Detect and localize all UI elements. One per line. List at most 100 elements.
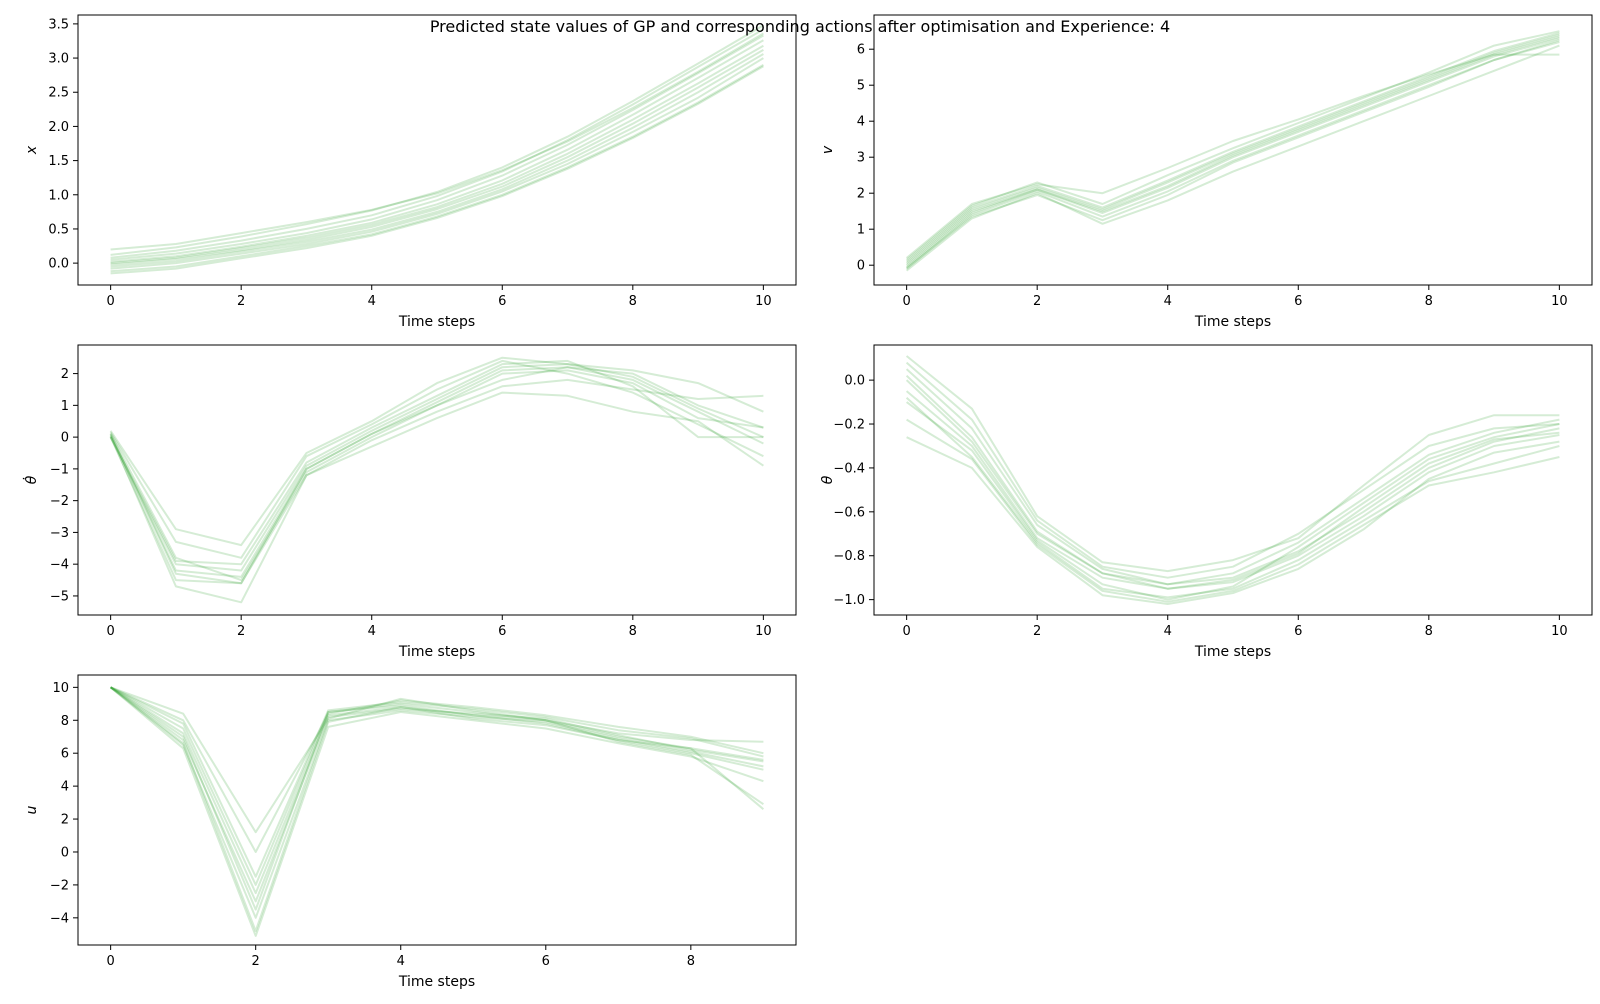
x-tick-label: 8 [629,624,637,639]
series-line-10 [109,686,764,932]
x-tick-label: 4 [368,624,376,639]
y-tick-label: 2 [61,813,69,828]
y-tick-label: 5 [857,79,865,94]
series-line-5 [109,686,764,937]
series-line-3 [110,53,764,268]
x-tick-label: 2 [237,624,245,639]
x-tick-label: 0 [106,294,114,309]
series-line-8 [906,418,1560,603]
x-axis-label: Time steps [1194,644,1271,660]
series-group [109,356,764,604]
series-line-6 [109,356,764,547]
y-tick-label: −1.0 [833,593,865,608]
y-tick-label: −1 [50,462,69,477]
y-tick-label: −0.8 [833,549,865,564]
axes-frame [873,14,1593,286]
y-tick-label: −4 [50,558,69,573]
y-tick-label: −0.4 [833,461,865,476]
series-line-8 [110,686,764,834]
subplot-theta_dot: 0 2 4 6 8 10 −5 −4 −3 −2 −1 0 1 2 Time steps θ̇ [22,344,797,660]
series-line-1 [109,366,764,578]
x-tick-label: 4 [368,294,376,309]
series-line-8 [905,53,1560,259]
series-line-11 [110,65,764,275]
series-line-2 [905,390,1560,590]
x-axis-label: Time steps [1194,314,1271,330]
series-line-4 [109,686,764,919]
x-tick-label: 10 [1551,624,1568,639]
series-line-7 [110,34,764,261]
axes-frame [77,674,797,946]
series-group [905,30,1560,272]
series-line-8 [109,391,764,604]
series-line-1 [110,686,765,886]
x-tick-label: 4 [397,954,405,969]
x-tick-label: 6 [1294,624,1302,639]
y-tick-label: 0 [61,845,69,860]
series-group [110,24,764,275]
y-tick-label: 0.0 [48,257,69,272]
y-tick-label: 1 [857,223,865,238]
series-line-9 [110,686,764,911]
series-line-9 [110,24,764,256]
series-line-4 [905,368,1560,586]
x-tick-label: 2 [1033,294,1041,309]
series-line-9 [906,436,1560,605]
series-line-6 [905,355,1560,573]
y-axis-label: x [24,145,40,155]
series-line-5 [110,44,764,265]
series-line-6 [905,32,1560,263]
series-line-2 [905,41,1560,270]
y-tick-label: −2 [50,878,69,893]
x-tick-label: 8 [1425,294,1433,309]
y-tick-label: 0 [61,431,69,446]
series-line-4 [109,359,764,566]
axes-frame [77,14,797,286]
y-tick-label: 4 [61,780,69,795]
series-group [905,355,1560,605]
y-tick-label: 0.5 [48,222,69,237]
subplot-theta: 0 2 4 6 8 10 −1.0 −0.8 −0.6 −0.4 −0.2 0.0 Time steps… [820,344,1593,660]
series-line-10 [110,32,764,251]
series-line-5 [905,361,1560,579]
series-line-5 [905,33,1560,265]
series-line-9 [905,39,1560,269]
subplot-x: 0 2 4 6 8 10 0.0 0.5 1.0 1.5 2.0 2.5 3.0 3.5 Time step… [24,14,797,330]
y-tick-label: −0.6 [833,505,865,520]
y-tick-label: 3 [857,151,865,166]
y-axis-label: u [24,805,40,814]
y-axis-label: θ [820,475,836,484]
series-line-1 [905,379,1560,586]
y-tick-label: 1.5 [48,154,69,169]
series-line-1 [110,64,764,273]
x-tick-label: 0 [106,954,114,969]
x-tick-label: 6 [498,294,506,309]
subplot-v: 0 2 4 6 8 10 0 1 2 3 4 5 6 Time steps v [820,14,1593,330]
y-tick-label: 6 [857,43,865,58]
y-tick-label: 2 [61,367,69,382]
y-tick-label: 0 [857,259,865,274]
series-line-4 [905,35,1560,266]
series-line-7 [905,30,1560,261]
x-tick-label: 0 [902,624,910,639]
y-tick-label: 1 [61,399,69,414]
x-tick-label: 4 [1164,624,1172,639]
series-line-1 [905,44,1560,272]
y-tick-label: 2 [857,187,865,202]
series-line-2 [110,57,764,270]
x-tick-label: 6 [1294,294,1302,309]
x-axis-label: Time steps [398,314,475,330]
x-tick-label: 2 [252,954,260,969]
figure-title: Predicted state values of GP and corresp… [429,17,1171,36]
y-tick-label: 6 [61,747,69,762]
y-tick-label: 2.0 [48,120,69,135]
series-line-3 [905,37,1560,268]
series-line-6 [110,686,764,878]
series-line-4 [110,49,764,266]
series-line-9 [109,366,764,585]
series-line-3 [906,401,1560,601]
series-line-5 [109,359,764,559]
x-tick-label: 8 [629,294,637,309]
y-tick-label: 2.5 [48,86,69,101]
